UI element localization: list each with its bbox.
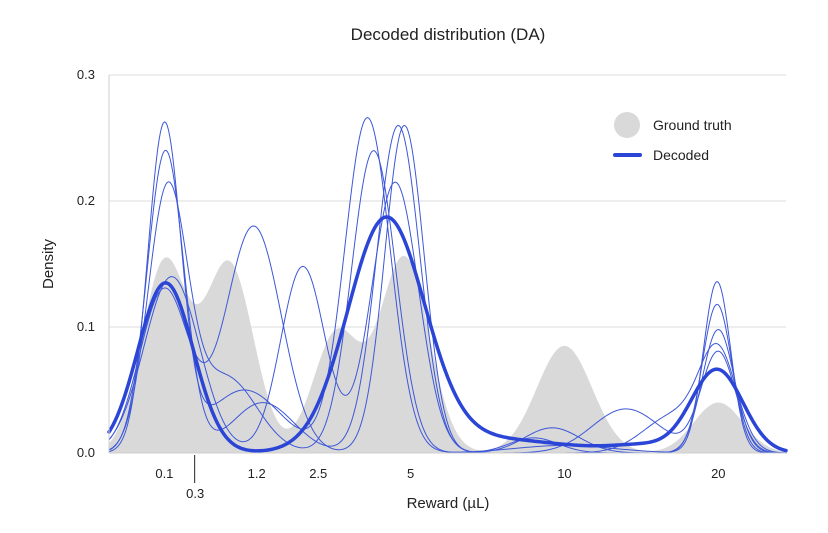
decoded-lines-layer (107, 117, 788, 454)
x-tick-label: 1.2 (248, 466, 266, 481)
sample-3-line (108, 150, 787, 454)
sample-5-line (108, 181, 787, 454)
x-tick-label: 5 (407, 466, 414, 481)
legend-ground-truth-swatch (614, 112, 640, 138)
x-tick-label: 0.3 (186, 486, 204, 501)
legend-decoded-label: Decoded (653, 147, 709, 163)
x-tick-label: 10 (557, 466, 571, 481)
x-tick-label: 20 (711, 466, 725, 481)
ground-truth-area-layer (109, 255, 786, 453)
y-axis-label: Density (40, 238, 57, 289)
chart-title: Decoded distribution (DA) (351, 25, 546, 44)
y-tick-label: 0.2 (77, 193, 95, 208)
y-tick-label: 0.0 (77, 445, 95, 460)
legend-ground-truth-label: Ground truth (653, 117, 732, 133)
x-tick-label: 0.1 (155, 466, 173, 481)
y-tick-label: 0.1 (77, 319, 95, 334)
sample-4-line (108, 124, 787, 454)
ground-truth-area (109, 255, 786, 453)
x-tick-label: 2.5 (309, 466, 327, 481)
legend: Ground truth Decoded (613, 112, 732, 163)
x-axis-label: Reward (µL) (407, 495, 490, 512)
axis-layer: 0.0 0.1 0.2 0.3 0.1 0.3 1.2 2.5 5 10 20 (77, 67, 786, 501)
y-tick-label: 0.3 (77, 67, 95, 82)
decoded-line (107, 215, 788, 453)
